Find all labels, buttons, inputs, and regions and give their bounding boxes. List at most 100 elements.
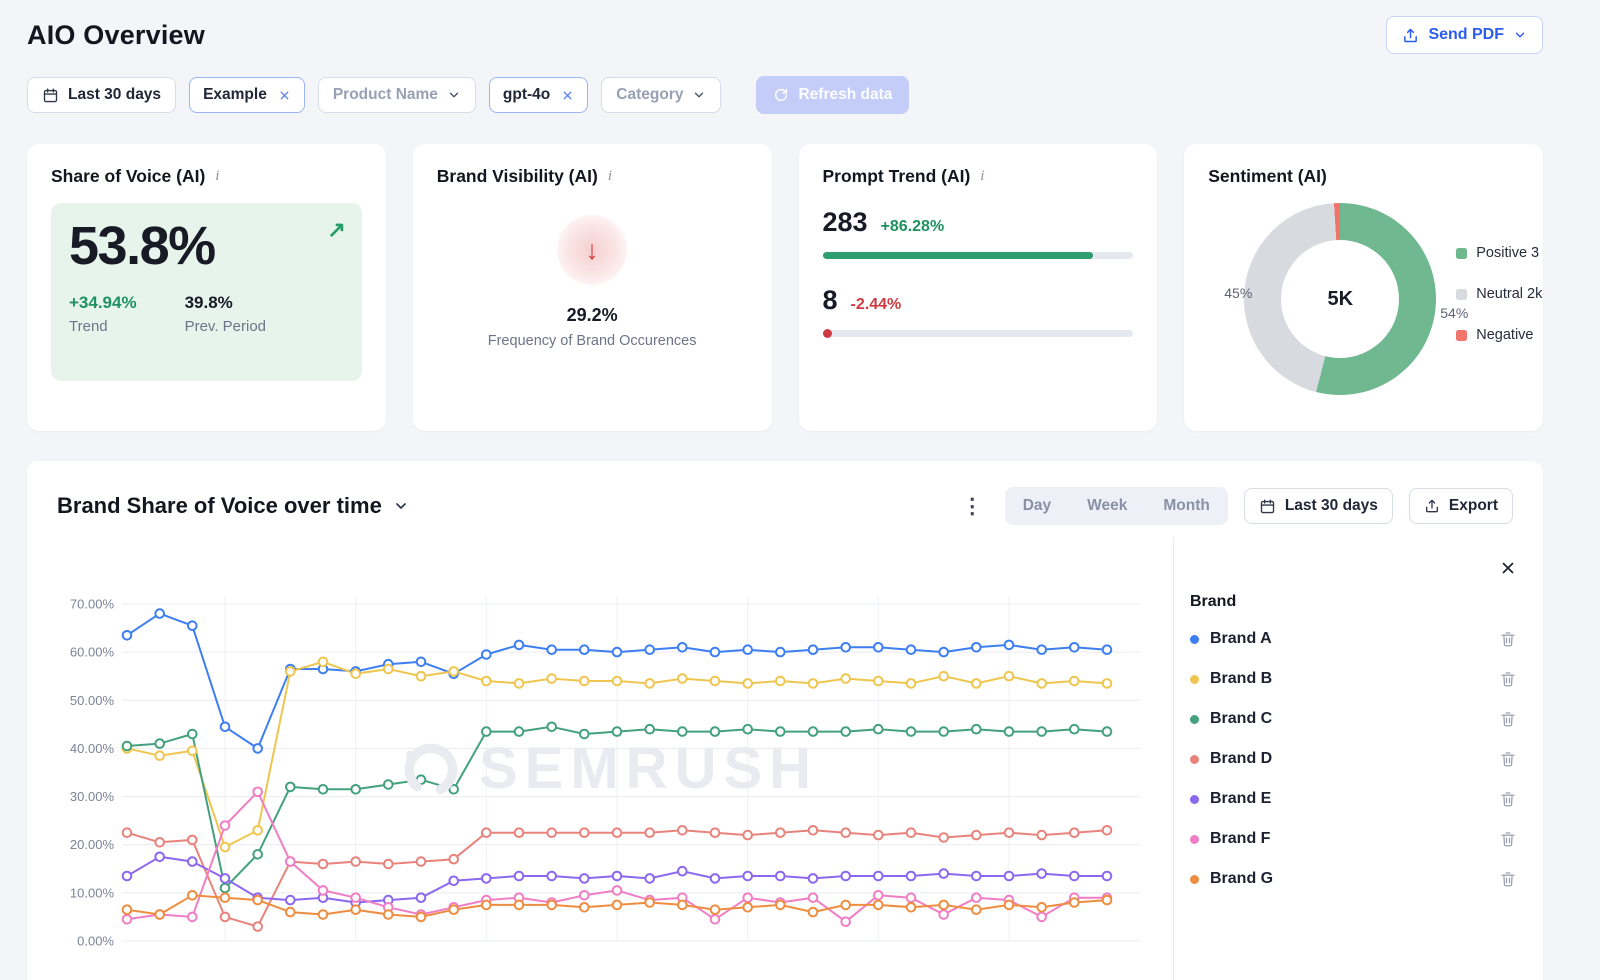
prompt-trend-bar-2 [822, 329, 1134, 338]
info-icon[interactable]: i [215, 168, 220, 184]
info-icon[interactable]: i [980, 168, 985, 184]
legend-label: Negative [1476, 327, 1534, 343]
prompt-trend-bar-1-fill [822, 252, 1093, 259]
svg-text:10.00%: 10.00% [70, 885, 115, 900]
share-of-voice-value: 53.8% [69, 216, 216, 276]
brand-list-item[interactable]: Brand B [1190, 659, 1517, 699]
refresh-data-button[interactable]: Refresh data [756, 76, 910, 114]
svg-text:70.00%: 70.00% [70, 597, 115, 612]
delete-brand-icon[interactable] [1499, 790, 1517, 808]
sentiment-card: Sentiment (AI) 5K 45% 54% Positive 3 Neut… [1184, 144, 1543, 431]
trend-value: +34.94% [69, 293, 137, 313]
down-arrow-circle-icon: ↓ [557, 215, 628, 285]
chevron-down-icon [447, 88, 461, 102]
tab-week[interactable]: Week [1087, 497, 1128, 514]
brand-color-dot [1190, 874, 1199, 884]
refresh-icon [773, 87, 789, 103]
tab-day[interactable]: Day [1022, 497, 1052, 514]
prompt-trend-delta-2: -2.44% [850, 296, 902, 313]
brand-name: Brand C [1210, 710, 1273, 727]
export-button[interactable]: Export [1408, 488, 1513, 524]
prev-period-label: Prev. Period [184, 318, 267, 336]
brand-color-dot [1190, 834, 1199, 844]
send-pdf-button[interactable]: Send PDF [1386, 16, 1543, 54]
delete-brand-icon[interactable] [1499, 670, 1517, 688]
granularity-segmented-control: Day Week Month [1004, 487, 1228, 525]
delete-brand-icon[interactable] [1499, 630, 1517, 648]
send-pdf-label: Send PDF [1428, 26, 1504, 43]
legend-label: Positive 3 [1476, 245, 1540, 261]
product-name-dropdown[interactable]: Product Name [317, 77, 476, 113]
brand-list-item[interactable]: Brand D [1190, 739, 1517, 779]
prompt-trend-delta-1: +86.28% [880, 218, 945, 235]
share-of-voice-card: Share of Voice (AI) i 53.8% ↗ +34.94% Tr… [27, 144, 386, 431]
brand-name: Brand D [1210, 750, 1273, 767]
date-range-filter-button[interactable]: Last 30 days [27, 77, 177, 113]
close-icon[interactable] [1499, 559, 1517, 577]
brand-color-dot [1190, 754, 1199, 764]
chevron-down-icon [393, 498, 409, 514]
brand-list-item[interactable]: Brand C [1190, 699, 1517, 739]
sentiment-neutral-pct-label: 45% [1224, 285, 1253, 301]
delete-brand-icon[interactable] [1499, 830, 1517, 848]
brand-name: Brand A [1210, 630, 1272, 647]
brand-list-item[interactable]: Brand F [1190, 819, 1517, 859]
prompt-trend-value-2: 8 [822, 285, 838, 315]
brand-name: Brand F [1210, 830, 1271, 847]
page-title: AIO Overview [27, 19, 205, 50]
remove-filter-icon[interactable] [561, 89, 574, 102]
svg-text:40.00%: 40.00% [70, 741, 115, 756]
svg-text:50.00%: 50.00% [70, 693, 115, 708]
upload-icon [1424, 498, 1440, 514]
brand-share-chart-card: Brand Share of Voice over time ⋮ Day Wee… [27, 461, 1543, 980]
topbar: AIO Overview Send PDF [0, 0, 1600, 54]
share-of-voice-panel: 53.8% ↗ +34.94% Trend 39.8% Prev. Period [51, 203, 362, 381]
tab-month[interactable]: Month [1163, 497, 1210, 514]
legend-swatch [1456, 329, 1468, 341]
prompt-trend-title: Prompt Trend (AI) [822, 166, 971, 186]
chevron-down-icon [692, 88, 706, 102]
refresh-data-label: Refresh data [798, 86, 893, 103]
brand-list-item[interactable]: Brand E [1190, 779, 1517, 819]
brand-list: Brand A Brand B Brand C Brand D Brand E Brand… [1190, 619, 1517, 899]
line-chart-area[interactable]: 0.00% 10.00% 20.00% 30.00% 40.00% 50.00% 60.00… [27, 537, 1173, 980]
prompt-trend-card: Prompt Trend (AI) i 283 +86.28% 8 -2.44% [798, 144, 1158, 431]
brand-list-item[interactable]: Brand G [1190, 859, 1517, 899]
sentiment-legend-item: Negative [1456, 327, 1542, 343]
brand-color-dot [1190, 714, 1199, 724]
chart-title-dropdown[interactable]: Brand Share of Voice over time [57, 493, 409, 519]
filter-chip-example[interactable]: Example [189, 77, 305, 113]
brand-panel-header: Brand [1190, 593, 1237, 610]
prompt-trend-bar-1 [822, 252, 1134, 259]
category-dropdown[interactable]: Category [601, 77, 722, 113]
info-icon[interactable]: i [607, 168, 613, 184]
product-name-dropdown-label: Product Name [332, 86, 438, 103]
calendar-icon [42, 87, 59, 104]
sentiment-legend: Positive 3 Neutral 2k Negative [1456, 245, 1542, 343]
filter-chip-gpt4o[interactable]: gpt-4o [488, 77, 589, 113]
chart-date-range-label: Last 30 days [1284, 497, 1378, 514]
prev-period-value: 39.8% [184, 293, 233, 313]
calendar-icon [1259, 498, 1276, 515]
sentiment-donut-chart: 5K [1244, 203, 1437, 395]
brand-name: Brand E [1210, 790, 1272, 807]
remove-filter-icon[interactable] [278, 89, 291, 102]
delete-brand-icon[interactable] [1499, 750, 1517, 768]
delete-brand-icon[interactable] [1499, 710, 1517, 728]
export-label: Export [1448, 497, 1498, 514]
line-chart[interactable]: 0.00% 10.00% 20.00% 30.00% 40.00% 50.00% 60.00… [27, 537, 1173, 980]
brand-name: Brand G [1210, 870, 1274, 887]
prompt-trend-value-1: 283 [822, 207, 868, 237]
svg-text:20.00%: 20.00% [70, 837, 115, 852]
stat-cards-row: Share of Voice (AI) i 53.8% ↗ +34.94% Tr… [0, 114, 1600, 431]
sentiment-legend-item: Positive 3 [1456, 245, 1542, 261]
brand-list-item[interactable]: Brand A [1190, 619, 1517, 659]
brand-visibility-subtitle: Frequency of Brand Occurences [487, 333, 697, 349]
more-options-icon[interactable]: ⋮ [961, 494, 983, 518]
svg-text:60.00%: 60.00% [70, 645, 115, 660]
category-dropdown-label: Category [616, 86, 684, 103]
delete-brand-icon[interactable] [1499, 870, 1517, 888]
filter-chip-gpt4o-label: gpt-4o [502, 86, 551, 103]
chart-date-range-button[interactable]: Last 30 days [1243, 488, 1393, 524]
legend-swatch [1456, 247, 1468, 259]
